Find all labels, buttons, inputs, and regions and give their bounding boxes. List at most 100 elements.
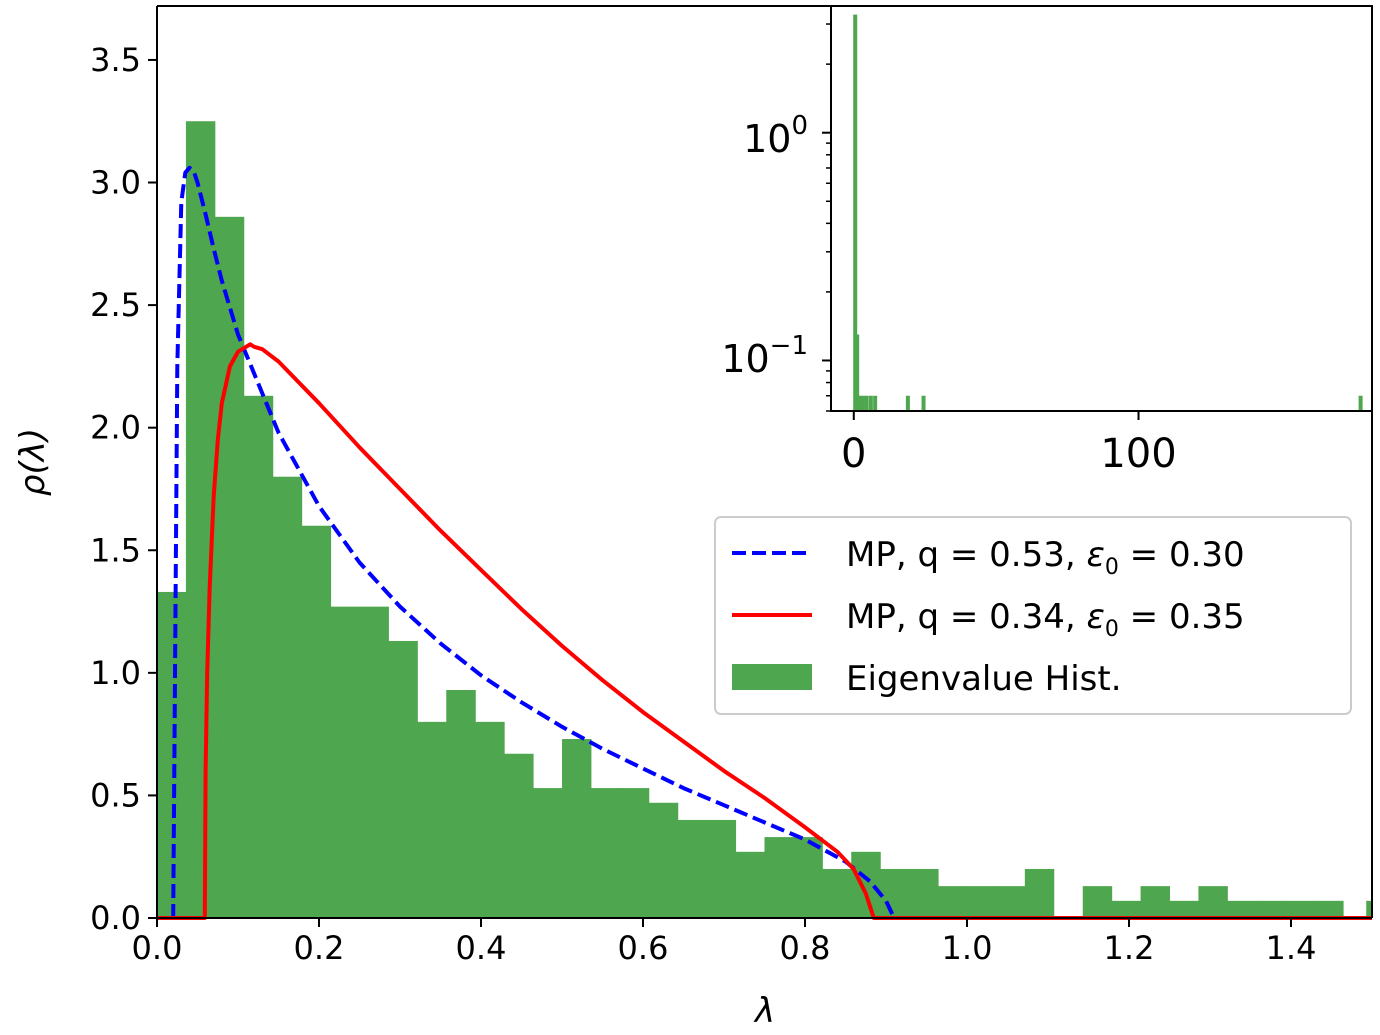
legend-label-mp-q034: MP, q = 0.34, ε0 = 0.35 [846,597,1245,642]
inset-bar [905,395,910,411]
legend-label-prefix: MP, q = 0.53, [846,535,1086,575]
inset-bar [873,395,878,411]
histogram-bar [243,395,274,918]
histogram-bar [1111,900,1142,918]
inset-histogram [853,14,1363,411]
histogram-bar [995,886,1026,918]
histogram-bar [1227,900,1257,918]
x-tick-label: 0.8 [780,929,831,967]
mp-curves [157,165,1372,920]
inset-bar [855,334,860,411]
inset-background [831,6,1372,411]
histogram-bar [1140,886,1170,918]
inset-x-tick-label: 0 [841,431,866,477]
inset-axes [830,5,1373,412]
inset-bar [853,14,858,411]
histogram-bar [648,802,679,918]
histogram-bar [533,788,563,918]
histogram-bar [851,851,881,918]
inset-ytick-exponent: 0 [791,111,808,141]
legend-box [714,516,1352,715]
histogram-bar [1256,900,1286,918]
y-tick-label: 1.5 [90,531,141,569]
histogram-bar [272,476,303,918]
x-tick-label: 0.0 [132,929,183,967]
histogram-bar [214,216,245,918]
histogram-bar [388,640,418,918]
x-tick-label: 1.2 [1104,929,1155,967]
y-tick-label: 2.5 [90,286,141,324]
histogram-bar [735,851,765,918]
legend: MP, q = 0.53, ε0 = 0.30 MP, q = 0.34, ε0… [714,516,1352,715]
histogram-bar [359,606,389,918]
histogram-bar [880,868,910,918]
histogram-bar [475,721,505,918]
histogram-bar [446,690,476,918]
mp-curve-q034 [157,342,1372,920]
inset-ytick-exponent: −1 [770,331,808,361]
inset-ytick-base: 10 [721,337,769,381]
x-tick-label: 0.4 [456,929,507,967]
histogram-bar [1285,900,1315,918]
histogram-bar [1314,900,1344,918]
legend-label-epsilon: ε [1086,535,1104,575]
histogram-bar [504,753,534,918]
histogram-bar [909,868,939,918]
histogram-bar [619,788,650,918]
y-tick-label: 3.5 [90,41,141,79]
inset-bar [1358,395,1363,411]
histogram-bar [1169,900,1199,918]
main-plot: 0.0 0.2 0.4 0.6 0.8 1.0 1.2 1.4 0.0 0.5 1.0 1.5 2.0 2… [13,5,1373,1031]
inset-bar [860,395,865,411]
x-tick-label: 1.0 [942,929,993,967]
legend-label-eigenvalue-hist: Eigenvalue Hist. [846,659,1122,699]
x-tick-label: 0.2 [294,929,345,967]
histogram-bar [793,837,823,918]
y-tick-label: 1.0 [90,654,141,692]
legend-label-subscript: 0 [1105,555,1119,580]
mp-curve-q053 [171,165,896,919]
y-tick-label: 3.0 [90,164,141,202]
x-axis-label: λ [753,991,775,1031]
histogram-bar [157,591,187,918]
inset-bar [921,395,926,411]
inset-ytick-label-10-minus-1: 10−1 [721,331,808,381]
histogram-bar [562,739,592,918]
histogram-bar [417,721,447,918]
legend-swatch-green-hist [732,664,812,690]
x-tick-label: 0.6 [618,929,669,967]
y-axis-label: ρ(λ) [13,428,53,496]
histogram-bar [967,886,997,918]
histogram-bar [590,788,621,918]
histogram-bar [330,606,360,918]
inset-bar [868,395,873,411]
legend-label-subscript: 0 [1105,617,1119,642]
inset-bar [857,395,862,411]
inset-ytick-label-10-0: 100 [743,111,808,161]
x-tick-label: 1.4 [1266,929,1317,967]
inset-bar [864,395,869,411]
legend-label-epsilon: ε [1086,597,1104,637]
legend-label-suffix: = 0.30 [1119,535,1245,575]
histogram-bar [1198,886,1228,918]
main-ticks: 0.0 0.2 0.4 0.6 0.8 1.0 1.2 1.4 0.0 0.5 1.0 1.5 2.0 2… [90,41,1316,967]
histogram-bar [301,525,332,918]
histogram-bar [677,819,708,918]
histogram-bar [822,868,852,918]
inset-ytick-base: 10 [743,117,791,161]
y-tick-label: 2.0 [90,409,141,447]
histogram-bar [706,819,737,918]
histogram-bar [938,886,968,918]
histogram-bar [185,121,216,918]
legend-label-prefix: MP, q = 0.34, [846,597,1086,637]
inset-ticks: 0 100 [822,23,1177,477]
histogram-bar [1082,886,1113,918]
inset-x-tick-label: 100 [1100,431,1176,477]
histogram-bar [1366,900,1372,918]
y-tick-label: 0.5 [90,776,141,814]
legend-label-suffix: = 0.35 [1119,597,1245,637]
y-tick-label: 0.0 [90,899,141,937]
inset-plot: 0 100 100 10−1 [721,5,1373,477]
histogram-bar [1024,868,1055,918]
